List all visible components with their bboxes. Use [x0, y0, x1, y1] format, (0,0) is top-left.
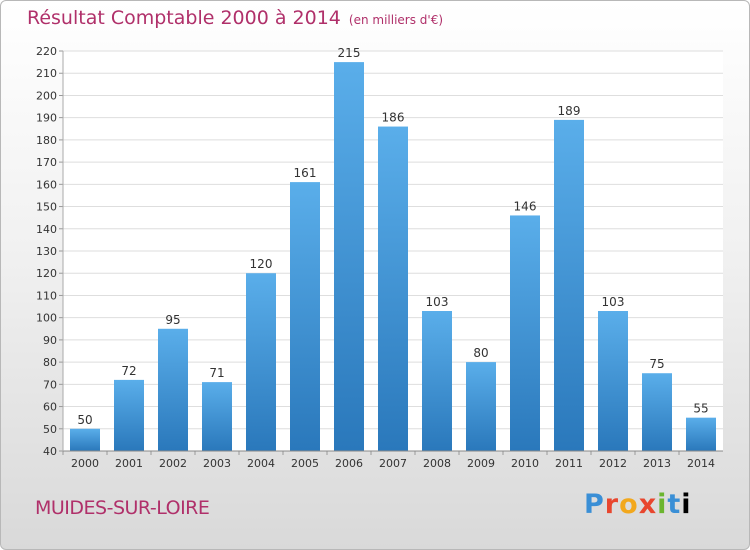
- y-tick-label: 160: [36, 178, 57, 191]
- data-label: 95: [165, 313, 180, 327]
- y-tick-label: 90: [43, 334, 57, 347]
- bar: [510, 215, 540, 451]
- bars: [70, 62, 716, 452]
- logo-letter: t: [667, 489, 682, 520]
- bar: [290, 182, 320, 451]
- data-label: 103: [426, 295, 449, 309]
- x-tick-label: 2009: [467, 457, 495, 470]
- y-tick-label: 150: [36, 201, 57, 214]
- bar: [642, 373, 672, 451]
- data-label: 161: [294, 166, 317, 180]
- x-tick-label: 2014: [687, 457, 715, 470]
- chart-unit: (en milliers d'€): [348, 13, 444, 27]
- x-tick-label: 2008: [423, 457, 451, 470]
- bar: [114, 379, 144, 451]
- bar: [422, 311, 452, 451]
- bar: [334, 62, 364, 451]
- y-axis-ticks: 40 50 60 70 80 90 100 110 120 130 140 150 160 170 180 1…: [36, 45, 63, 458]
- bar: [246, 273, 276, 451]
- logo-letter: i: [657, 489, 668, 520]
- bar: [202, 382, 232, 451]
- chart-title: Résultat Comptable 2000 à 2014 (en millie…: [27, 7, 443, 29]
- bar: [554, 119, 584, 451]
- x-tick-label: 2005: [291, 457, 319, 470]
- x-tick-label: 2007: [379, 457, 407, 470]
- logo-letter: P: [584, 489, 605, 520]
- x-tick-label: 2004: [247, 457, 275, 470]
- y-tick-label: 200: [36, 89, 57, 102]
- city-name: MUIDES-SUR-LOIRE: [35, 497, 210, 519]
- x-tick-label: 2002: [159, 457, 187, 470]
- y-tick-label: 120: [36, 267, 57, 280]
- logo-letter: o: [619, 489, 639, 520]
- y-tick-label: 60: [43, 401, 57, 414]
- data-label: 80: [473, 346, 488, 360]
- y-tick-label: 220: [36, 45, 57, 58]
- x-tick-label: 2001: [115, 457, 143, 470]
- data-label: 50: [77, 413, 92, 427]
- logo-letter: i: [681, 489, 692, 520]
- logo-letter: r: [604, 489, 620, 520]
- bar: [686, 417, 716, 451]
- y-tick-label: 110: [36, 289, 57, 302]
- y-tick-label: 170: [36, 156, 57, 169]
- y-tick-label: 140: [36, 223, 57, 236]
- data-label: 71: [209, 366, 224, 380]
- data-label: 215: [338, 46, 361, 60]
- chart-title-text: Résultat Comptable 2000 à 2014: [27, 7, 341, 29]
- data-labels: 50 72 95 71 120 161 215 186 103 80 146 189 103 75 55: [77, 46, 708, 427]
- x-tick-label: 2011: [555, 457, 583, 470]
- x-tick-label: 2013: [643, 457, 671, 470]
- y-tick-label: 40: [43, 445, 57, 458]
- bar: [598, 311, 628, 451]
- y-tick-label: 80: [43, 356, 57, 369]
- x-tick-label: 2012: [599, 457, 627, 470]
- data-label: 103: [602, 295, 625, 309]
- x-tick-label: 2010: [511, 457, 539, 470]
- data-label: 120: [250, 257, 273, 271]
- y-tick-label: 180: [36, 134, 57, 147]
- y-tick-label: 210: [36, 67, 57, 80]
- logo-letter: x: [638, 489, 658, 520]
- data-label: 189: [558, 104, 581, 118]
- x-tick-label: 2000: [71, 457, 99, 470]
- bar: [70, 428, 100, 451]
- data-label: 146: [514, 199, 537, 213]
- data-label: 75: [649, 357, 664, 371]
- x-axis-ticks: 2000 2001 2002 2003 2004 2005 2006 2007 2008 2009…: [62, 451, 715, 470]
- data-label: 186: [382, 111, 405, 125]
- proxiti-logo: Proxiti: [584, 489, 692, 520]
- bar: [466, 362, 496, 451]
- bar-chart: 40 50 60 70 80 90 100 110 120 130 140 150 160 170 180 1…: [36, 45, 723, 470]
- y-tick-label: 190: [36, 112, 57, 125]
- bar: [158, 328, 188, 451]
- y-tick-label: 100: [36, 312, 57, 325]
- x-tick-label: 2006: [335, 457, 363, 470]
- y-tick-label: 70: [43, 378, 57, 391]
- y-tick-label: 130: [36, 245, 57, 258]
- y-tick-label: 50: [43, 423, 57, 436]
- data-label: 55: [693, 402, 708, 416]
- bar: [378, 126, 408, 452]
- data-label: 72: [121, 364, 136, 378]
- x-tick-label: 2003: [203, 457, 231, 470]
